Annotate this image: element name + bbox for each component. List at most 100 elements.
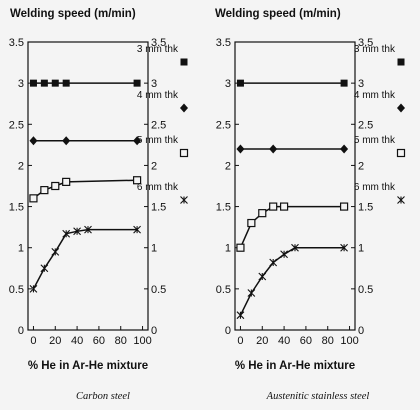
data-point	[280, 250, 288, 259]
legend-marker	[396, 148, 406, 158]
y-tick-label-right: 3	[358, 78, 364, 90]
series-3-mm-thk	[236, 79, 348, 87]
data-point	[236, 144, 245, 154]
data-point	[51, 181, 60, 191]
data-point	[133, 136, 142, 146]
legend-marker	[397, 58, 405, 66]
x-tick-label: 100	[133, 335, 151, 347]
y-tick-label: 3	[225, 78, 231, 90]
x-tick-label: 60	[300, 335, 312, 347]
y-tick-label-right: 1.5	[151, 202, 166, 214]
x-tick-label: 80	[115, 335, 127, 347]
x-tick-label: 20	[49, 335, 61, 347]
x-tick-label: 0	[30, 335, 36, 347]
y-tick-label-right: 2.5	[151, 119, 166, 131]
y-tick-label-right: 0.5	[151, 284, 166, 296]
legend-label: 4 mm thk	[354, 90, 396, 101]
x-tick-label: 20	[256, 335, 268, 347]
y-tick-label: 2	[18, 160, 24, 172]
y-tick-label: 3	[18, 78, 24, 90]
data-point	[236, 311, 245, 320]
legend-marker	[179, 148, 189, 158]
y-tick-label: 0	[18, 325, 24, 337]
data-point	[279, 202, 289, 211]
data-point	[133, 79, 141, 87]
x-tick-label: 40	[71, 335, 83, 347]
x-tick-label: 60	[93, 335, 105, 347]
series-6-mm-thk	[236, 243, 348, 320]
data-point	[340, 144, 349, 154]
series-4-mm-thk	[29, 136, 142, 146]
y-tick-label: 0.5	[9, 284, 24, 296]
y-tick-label: 0.5	[216, 284, 231, 296]
legend-marker	[180, 196, 188, 204]
data-point	[62, 229, 71, 238]
y-tick-label: 0	[225, 325, 231, 337]
data-point	[340, 79, 348, 87]
legend-marker	[397, 196, 405, 204]
series-4-mm-thk	[236, 144, 349, 154]
data-point	[340, 243, 348, 252]
data-point	[247, 218, 256, 228]
data-point	[73, 227, 81, 236]
y-tick-label: 3.5	[9, 37, 24, 49]
x-tick-label: 80	[322, 335, 334, 347]
series-5-mm-thk	[236, 202, 349, 252]
legend-label: 5 mm thk	[137, 135, 179, 146]
y-tick-label-right: 0	[151, 325, 157, 337]
data-point	[236, 243, 245, 252]
chart-title: Welding speed (m/min)	[10, 8, 136, 20]
data-point	[40, 264, 49, 273]
y-tick-label-right: 3.5	[151, 37, 166, 49]
y-tick-label: 2.5	[9, 119, 24, 131]
plot-frame	[27, 41, 149, 331]
data-point	[62, 177, 71, 186]
data-point	[29, 136, 38, 146]
y-tick-label: 1.5	[9, 202, 24, 214]
x-tick-label: 40	[278, 335, 290, 347]
data-point	[258, 209, 267, 218]
data-point	[84, 225, 92, 234]
data-point	[132, 176, 142, 185]
data-point	[269, 258, 278, 267]
x-tick-label: 100	[340, 335, 358, 347]
x-axis-label: % He in Ar-He mixture	[235, 360, 355, 372]
data-point	[62, 79, 70, 87]
series-line	[239, 205, 345, 249]
data-point	[269, 144, 278, 154]
data-point	[247, 289, 256, 297]
y-tick-label-right: 0	[358, 325, 364, 337]
data-point	[40, 79, 48, 87]
y-tick-label-right: 2.5	[358, 119, 373, 131]
series-line	[239, 246, 345, 316]
legend-label: 6 mm thk	[354, 182, 396, 193]
data-point	[51, 79, 59, 87]
data-point	[291, 243, 299, 252]
legend-label: 4 mm thk	[137, 90, 179, 101]
chart-panel-1: Welding speed (m/min)0 00.5 0.51 11.5 1.52 22…	[9, 8, 189, 402]
series-5-mm-thk	[29, 176, 142, 203]
y-tick-label: 1	[225, 243, 231, 255]
y-tick-label: 3.5	[216, 37, 231, 49]
data-point	[29, 79, 37, 87]
series-line	[33, 179, 138, 199]
data-point	[62, 136, 71, 146]
legend-label: 6 mm thk	[137, 182, 179, 193]
data-point	[40, 186, 49, 195]
y-tick-label-right: 3.5	[358, 37, 373, 49]
chart-caption: Carbon steel	[76, 391, 130, 402]
series-6-mm-thk	[29, 225, 141, 293]
y-tick-label: 1.5	[216, 202, 231, 214]
y-tick-label-right: 2	[151, 160, 157, 172]
legend-marker	[397, 103, 405, 113]
chart-title: Welding speed (m/min)	[215, 8, 341, 20]
y-tick-label-right: 1	[358, 243, 364, 255]
x-tick-label: 0	[237, 335, 243, 347]
y-tick-label: 2	[225, 160, 231, 172]
y-tick-label-right: 2	[358, 160, 364, 172]
data-point	[258, 272, 267, 281]
data-point	[236, 79, 244, 87]
legend-label: 3 mm thk	[137, 44, 179, 55]
